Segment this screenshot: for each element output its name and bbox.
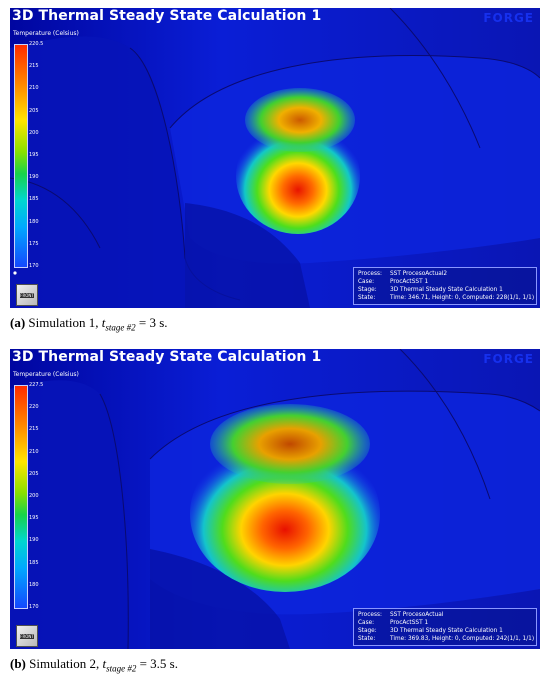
caption-text: Simulation 2, (25, 656, 103, 671)
info-key: Stage: (358, 628, 377, 634)
info-state-value: Time: 346.71, Height: 0, Computed: 228(1… (390, 295, 535, 301)
color-scale-tick: 220 (29, 404, 39, 411)
color-scale-tick: 205 (29, 470, 39, 477)
color-scale-bar (14, 44, 28, 268)
thermal-plot-simulation-1: 3D Thermal Steady State Calculation 1 FO… (10, 8, 540, 308)
caption-label: (a) (10, 315, 26, 330)
caption-variable: t (101, 315, 106, 330)
info-state-value: Time: 369.83, Height: 0, Computed: 242(1… (390, 636, 535, 642)
info-key: Case: (358, 279, 375, 285)
info-process-value: SST ProcesoActual2 (390, 271, 448, 277)
color-scale-tick: 195 (29, 152, 39, 158)
color-scale-tick: 227.5 (29, 382, 44, 388)
color-scale-tick: 180 (29, 218, 39, 225)
color-scale-tick: 190 (29, 174, 39, 181)
forge-logo: FORGE (483, 11, 534, 25)
color-scale-ticks: 220.5 215 210 205 200 195 190 185 180 17… (29, 41, 49, 269)
thermal-plot-simulation-2: 3D Thermal Steady State Calculation 1 FO… (10, 349, 540, 649)
info-stage-value: 3D Thermal Steady State Calculation 1 (390, 287, 503, 293)
info-row-stage: Stage: 3D Thermal Steady State Calculati… (358, 286, 532, 294)
simulation-info-box: Process: SST ProcesoActual2 Case: ProcAc… (353, 267, 537, 305)
figure-caption-a: (a) Simulation 1, tstage #2 = 3 s. (10, 315, 168, 333)
caption-equation: = 3.5 s. (136, 656, 178, 671)
thermal-field-render (10, 349, 540, 649)
info-key: State: (358, 295, 376, 301)
info-row-case: Case: ProcActSST 1 (358, 619, 532, 627)
caption-label: (b) (10, 656, 26, 671)
axis-triad-icon (13, 271, 17, 275)
legend-title: Temperature (Celsius) (13, 371, 79, 378)
view-cube-icon[interactable]: FRONT (16, 284, 38, 306)
info-row-process: Process: SST ProcesoActual2 (358, 270, 532, 278)
color-scale-tick: 170 (29, 263, 39, 269)
color-scale-bar (14, 385, 28, 609)
info-key: State: (358, 636, 376, 642)
color-scale-tick: 210 (29, 448, 39, 455)
info-row-case: Case: ProcActSST 1 (358, 278, 532, 286)
view-cube-label: FRONT (20, 634, 34, 639)
info-process-value: SST ProcesoActual (390, 612, 444, 618)
color-scale-tick: 195 (29, 515, 39, 522)
caption-equation: = 3 s. (135, 315, 168, 330)
info-stage-value: 3D Thermal Steady State Calculation 1 (390, 628, 503, 634)
caption-subscript: stage #2 (105, 322, 136, 333)
legend-title: Temperature (Celsius) (13, 30, 79, 37)
color-scale-ticks: 227.5 220 215 210 205 200 195 190 185 18… (29, 382, 49, 610)
info-key: Process: (358, 612, 382, 618)
plot-title: 3D Thermal Steady State Calculation 1 (12, 8, 322, 24)
info-row-stage: Stage: 3D Thermal Steady State Calculati… (358, 627, 532, 635)
info-case-value: ProcActSST 1 (390, 279, 429, 285)
color-scale-tick: 185 (29, 559, 39, 566)
thermal-field-render (10, 8, 540, 308)
forge-logo: FORGE (483, 352, 534, 366)
info-row-state: State: Time: 346.71, Height: 0, Computed… (358, 294, 535, 302)
info-row-process: Process: SST ProcesoActual (358, 611, 532, 619)
color-scale-tick: 175 (29, 240, 39, 247)
info-key: Process: (358, 271, 382, 277)
info-key: Case: (358, 620, 375, 626)
color-scale-tick: 215 (29, 426, 39, 433)
caption-variable: t (102, 656, 107, 671)
figure-caption-b: (b) Simulation 2, tstage #2 = 3.5 s. (10, 656, 178, 674)
color-scale-tick: 210 (29, 85, 39, 92)
color-scale-tick: 180 (29, 581, 39, 588)
caption-subscript: stage #2 (106, 663, 137, 674)
view-cube-icon[interactable]: FRONT (16, 625, 38, 647)
view-cube-label: FRONT (20, 293, 34, 298)
simulation-info-box: Process: SST ProcesoActual Case: ProcAct… (353, 608, 537, 646)
caption-text: Simulation 1, (25, 315, 102, 330)
color-scale-tick: 170 (29, 604, 39, 610)
color-scale-tick: 190 (29, 537, 39, 544)
color-scale-tick: 185 (29, 196, 39, 203)
color-scale-tick: 220.5 (29, 41, 44, 47)
info-key: Stage: (358, 287, 377, 293)
color-scale-tick: 205 (29, 107, 39, 114)
color-scale-tick: 215 (29, 63, 39, 70)
color-scale-tick: 200 (29, 493, 39, 499)
plot-title: 3D Thermal Steady State Calculation 1 (12, 349, 322, 365)
color-scale-tick: 200 (29, 129, 39, 136)
info-row-state: State: Time: 369.83, Height: 0, Computed… (358, 635, 535, 643)
info-case-value: ProcActSST 1 (390, 620, 429, 626)
